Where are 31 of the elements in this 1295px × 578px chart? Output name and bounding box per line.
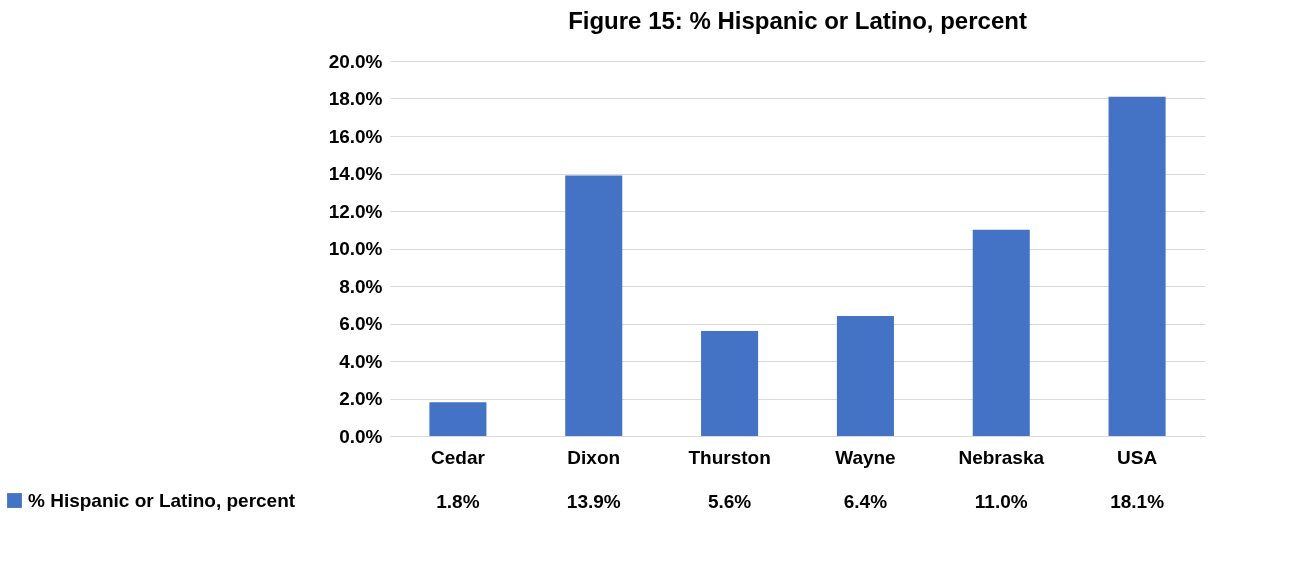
- chart-title: Figure 15: % Hispanic or Latino, percent: [568, 7, 1027, 34]
- y-tick-label: 18.0%: [328, 88, 383, 109]
- y-tick-label: 20.0%: [328, 50, 383, 72]
- x-tick-label: USA: [1117, 447, 1158, 468]
- x-tick-label: Thurston: [688, 447, 771, 468]
- bar: [836, 316, 894, 436]
- data-label: 6.4%: [843, 491, 888, 512]
- y-tick-label: 2.0%: [339, 388, 383, 409]
- bar: [701, 331, 759, 436]
- bar: [1108, 96, 1166, 436]
- legend-label: % Hispanic or Latino, percent: [28, 489, 296, 511]
- y-tick-label: 0.0%: [339, 425, 383, 447]
- y-tick-label: 14.0%: [328, 163, 383, 184]
- data-label: 11.0%: [974, 491, 1028, 512]
- x-tick-label: Dixon: [567, 447, 621, 468]
- bar: [429, 402, 487, 436]
- y-tick-label: 12.0%: [328, 200, 383, 222]
- x-tick-label: Cedar: [430, 447, 486, 468]
- y-tick-label: 16.0%: [328, 125, 383, 147]
- y-tick-label: 4.0%: [339, 350, 383, 372]
- x-tick-label: Nebraska: [958, 447, 1045, 468]
- data-label: 5.6%: [707, 491, 752, 512]
- bar: [972, 229, 1030, 436]
- data-label: 18.1%: [1110, 491, 1165, 512]
- y-tick-label: 6.0%: [339, 313, 383, 334]
- x-tick-label: Wayne: [835, 447, 896, 468]
- data-label: 13.9%: [566, 491, 621, 512]
- bar: [565, 175, 623, 436]
- y-tick-label: 10.0%: [328, 238, 383, 259]
- data-label: 1.8%: [436, 491, 480, 512]
- y-tick-label: 8.0%: [339, 275, 383, 297]
